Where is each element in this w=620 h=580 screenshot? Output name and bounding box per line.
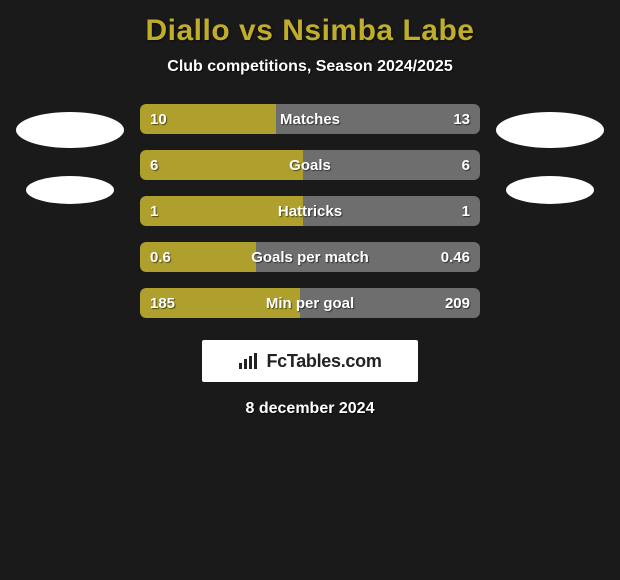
comparison-body: 1013Matches 66Goals 11Hattricks 0.60.46Goal…: [0, 104, 620, 318]
date-stamp: 8 december 2024: [0, 400, 620, 418]
title-connector: vs: [239, 14, 273, 47]
stat-bar: 1013Matches: [140, 104, 480, 134]
comparison-card: Diallo vs Nsimba Labe Club competitions,…: [0, 0, 620, 580]
stat-bar: 185209Min per goal: [140, 288, 480, 318]
stat-label: Matches: [140, 104, 480, 134]
stat-bar: 66Goals: [140, 150, 480, 180]
player2-avatar-placeholder: [496, 112, 604, 148]
stat-bar: 11Hattricks: [140, 196, 480, 226]
brand-badge: FcTables.com: [202, 340, 418, 382]
player1-name: Diallo: [146, 14, 231, 47]
player1-team-placeholder: [26, 176, 114, 204]
stat-bar: 0.60.46Goals per match: [140, 242, 480, 272]
player2-team-placeholder: [506, 176, 594, 204]
stat-label: Hattricks: [140, 196, 480, 226]
stat-bars: 1013Matches 66Goals 11Hattricks 0.60.46Goal…: [140, 104, 480, 318]
player1-avatar-placeholder: [16, 112, 124, 148]
stat-label: Goals per match: [140, 242, 480, 272]
page-title: Diallo vs Nsimba Labe: [0, 14, 620, 48]
left-avatar-column: [0, 104, 140, 204]
stat-label: Min per goal: [140, 288, 480, 318]
brand-text: FcTables.com: [266, 351, 381, 372]
player2-name: Nsimba Labe: [282, 14, 474, 47]
stat-label: Goals: [140, 150, 480, 180]
brand-chart-icon: [238, 352, 260, 370]
right-avatar-column: [480, 104, 620, 204]
subtitle: Club competitions, Season 2024/2025: [0, 58, 620, 76]
